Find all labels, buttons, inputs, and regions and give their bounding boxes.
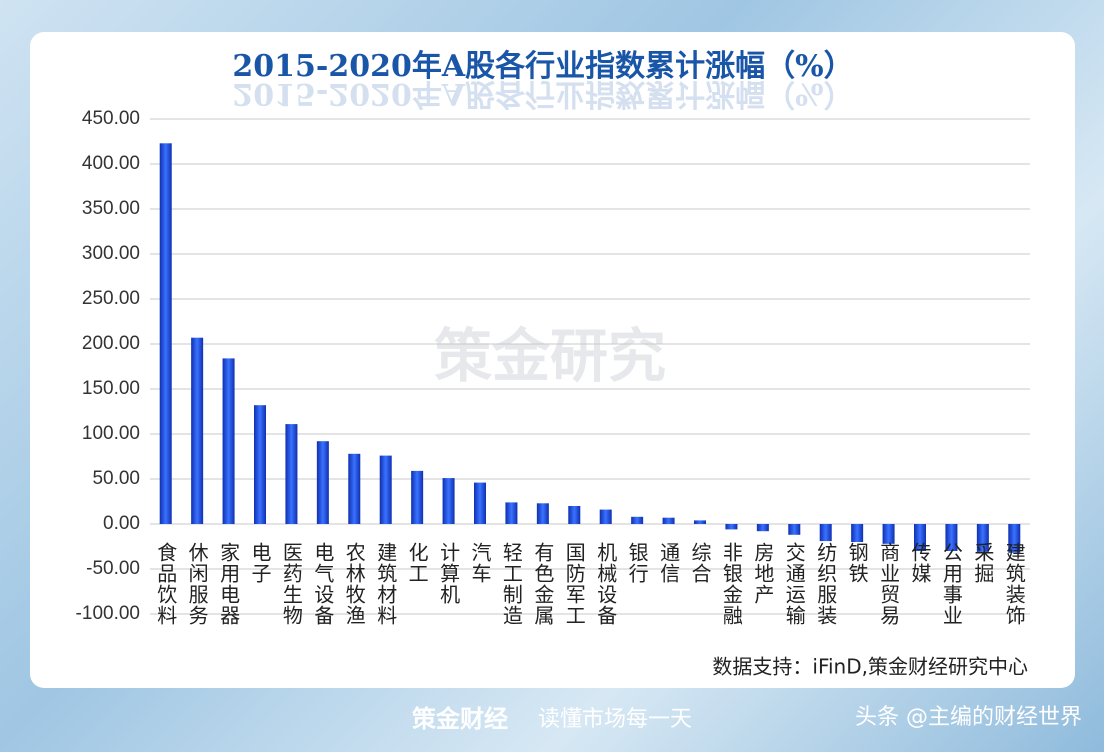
x-tick-label: 化工 xyxy=(405,542,429,584)
bar xyxy=(536,503,549,524)
x-tick-label: 有色金属 xyxy=(531,542,555,626)
y-tick-label: -50.00 xyxy=(86,558,140,579)
bar xyxy=(379,455,392,524)
x-tick-label: 商业贸易 xyxy=(877,542,901,626)
x-tick-label: 休闲服务 xyxy=(185,542,209,626)
bar xyxy=(316,441,329,524)
bar xyxy=(474,482,486,524)
x-tick-label: 钢铁 xyxy=(845,542,869,584)
x-tick-label: 轻工制造 xyxy=(499,542,523,626)
x-tick-label: 电气设备 xyxy=(311,542,335,626)
bar xyxy=(694,520,706,524)
y-tick-label: 350.00 xyxy=(82,198,140,219)
bar xyxy=(914,524,926,551)
footer-brand: 策金财经 xyxy=(412,705,508,733)
y-tick-label: 400.00 xyxy=(82,153,140,174)
y-tick-label: 450.00 xyxy=(82,108,140,129)
bar xyxy=(631,516,644,524)
source-note: 数据支持：iFinD,策金财经研究中心 xyxy=(712,655,1028,679)
footer-slogan: 读懂市场每一天 xyxy=(538,707,692,732)
x-tick-label: 非银金融 xyxy=(719,542,743,626)
y-tick-label: 0.00 xyxy=(103,513,140,534)
x-tick-label: 交通运输 xyxy=(782,542,806,626)
bar xyxy=(348,453,361,524)
x-tick-label: 建筑装饰 xyxy=(1002,542,1026,626)
bar xyxy=(191,337,204,524)
footer-account: 头条 @主编的财经世界 xyxy=(855,705,1082,730)
bar xyxy=(599,509,612,524)
bar xyxy=(1008,524,1021,553)
bar xyxy=(568,506,581,524)
bar xyxy=(788,524,801,535)
x-tick-label: 通信 xyxy=(657,542,681,584)
x-tick-label: 采掘 xyxy=(971,542,995,584)
y-tick-label: 250.00 xyxy=(82,288,140,309)
bar xyxy=(285,424,298,524)
bar xyxy=(411,470,424,524)
bar xyxy=(159,143,172,525)
bar xyxy=(882,524,895,544)
x-tick-label: 医药生物 xyxy=(279,542,303,626)
watermark: 策金研究 xyxy=(434,322,666,390)
bar xyxy=(976,524,989,552)
bar xyxy=(505,502,518,524)
x-tick-label: 电子 xyxy=(248,542,272,584)
y-tick-label: 100.00 xyxy=(82,423,140,444)
y-tick-label: 200.00 xyxy=(82,333,140,354)
bar xyxy=(254,405,266,524)
bar xyxy=(819,524,832,542)
bar xyxy=(756,524,769,532)
bar xyxy=(222,358,235,524)
x-tick-label: 公用事业 xyxy=(939,542,963,626)
x-tick-label: 机械设备 xyxy=(594,542,618,626)
x-tick-label: 纺织服装 xyxy=(814,542,838,626)
x-tick-label: 食品饮料 xyxy=(154,542,178,626)
x-tick-label: 房地产 xyxy=(751,542,775,605)
bar xyxy=(851,524,864,542)
x-tick-label: 汽车 xyxy=(468,542,492,584)
bar xyxy=(945,524,958,551)
bar xyxy=(442,478,455,524)
y-tick-label: 300.00 xyxy=(82,243,140,264)
x-tick-label: 国防军工 xyxy=(562,542,586,626)
x-tick-label: 银行 xyxy=(625,542,649,584)
x-tick-label: 传媒 xyxy=(908,542,932,584)
y-tick-label: 50.00 xyxy=(92,468,140,489)
y-tick-label: 150.00 xyxy=(82,378,140,399)
chart-title: 2015-2020年A股各行业指数累计涨幅（%） xyxy=(232,49,853,84)
x-tick-label: 家用电器 xyxy=(217,542,241,626)
x-tick-label: 建筑材料 xyxy=(374,542,398,626)
y-tick-label: -100.00 xyxy=(76,603,140,624)
x-tick-label: 计算机 xyxy=(437,542,461,605)
x-tick-label: 农林牧渔 xyxy=(342,542,366,626)
x-tick-label: 综合 xyxy=(688,542,712,584)
bar xyxy=(662,517,675,524)
title-reflection: 2015-2020年A股各行业指数累计涨幅（%） xyxy=(232,76,853,111)
bar xyxy=(725,524,738,530)
